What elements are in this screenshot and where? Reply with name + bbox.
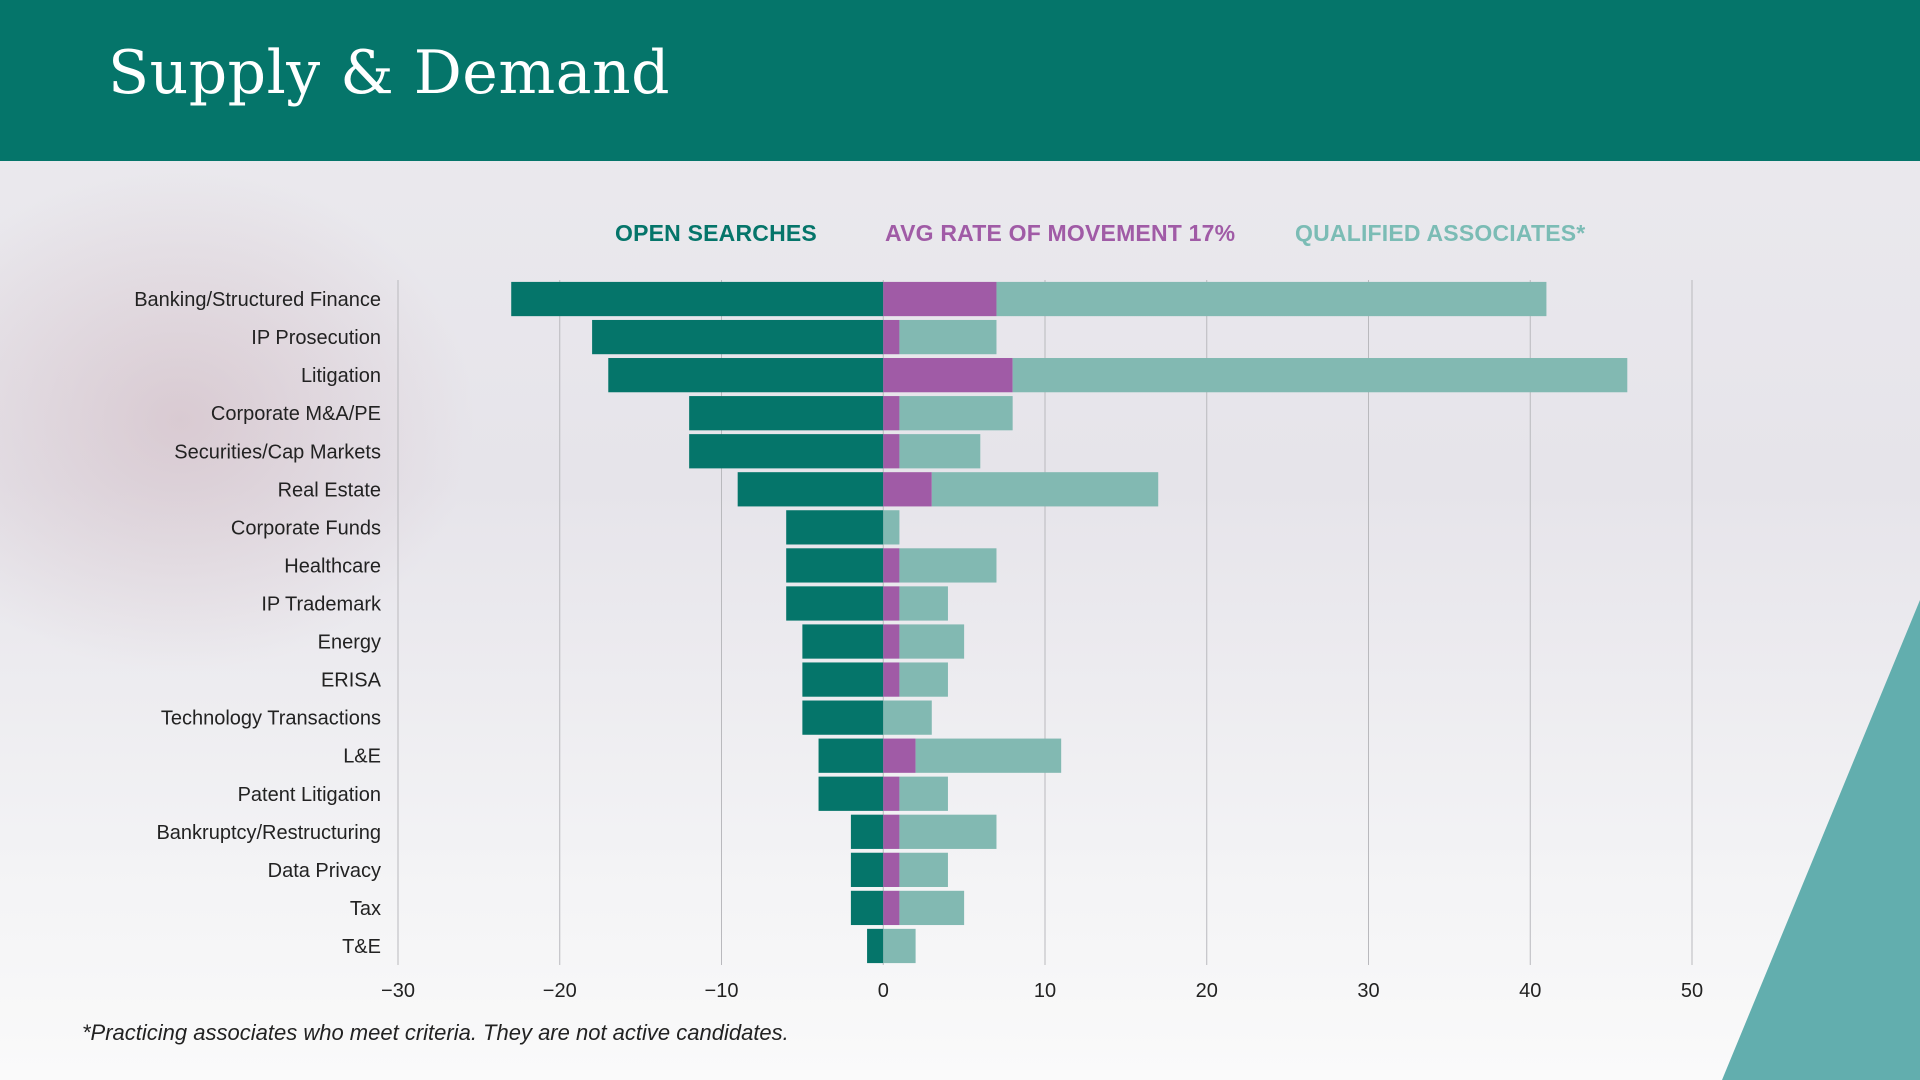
bar-qualified-associates (899, 319, 997, 355)
bar-qualified-associates (899, 434, 981, 469)
bar-qualified-associates (899, 890, 965, 926)
x-tick-label: 20 (1196, 980, 1218, 1002)
bar-avg-movement (883, 396, 900, 431)
category-label: Corporate M&A/PE (211, 403, 381, 425)
bar-open-searches (689, 434, 884, 469)
bar-qualified-associates (931, 472, 1159, 507)
bar-open-searches (786, 510, 884, 545)
x-tick-label: −30 (381, 980, 415, 1002)
category-label: IP Prosecution (251, 327, 381, 349)
x-tick-label: 50 (1681, 980, 1703, 1002)
category-label: Tax (350, 898, 381, 920)
legend-qualified-associates: QUALIFIED ASSOCIATES* (1295, 220, 1586, 246)
category-label: Energy (318, 632, 381, 654)
header-band: Supply & Demand (0, 0, 1920, 161)
bar-open-searches (850, 890, 884, 926)
bar-avg-movement (883, 662, 900, 697)
category-label: Real Estate (278, 479, 381, 501)
category-label: Corporate Funds (231, 517, 381, 539)
bar-avg-movement (883, 776, 900, 811)
category-label: Bankruptcy/Restructuring (156, 822, 381, 844)
page-title: Supply & Demand (108, 38, 671, 108)
bar-avg-movement (883, 814, 900, 849)
legend-open-searches: OPEN SEARCHES (615, 220, 817, 246)
bar-open-searches (867, 928, 884, 964)
bar-qualified-associates (883, 700, 932, 735)
category-label: L&E (343, 746, 381, 768)
x-tick-label: 40 (1519, 980, 1541, 1002)
bar-open-searches (802, 624, 884, 659)
bar-avg-movement (883, 852, 900, 887)
bar-qualified-associates (899, 624, 965, 659)
bar-avg-movement (883, 358, 1013, 393)
bar-open-searches (737, 472, 884, 507)
category-label: Patent Litigation (238, 784, 381, 806)
bar-qualified-associates (996, 281, 1547, 317)
bar-avg-movement (883, 472, 932, 507)
category-label: ERISA (321, 670, 382, 692)
bar-qualified-associates (883, 928, 916, 964)
bar-qualified-associates (899, 548, 997, 583)
x-tick-label: 10 (1034, 980, 1056, 1002)
bar-avg-movement (883, 586, 900, 621)
category-label: Technology Transactions (161, 708, 381, 730)
x-tick-label: 30 (1357, 980, 1379, 1002)
footnote: *Practicing associates who meet criteria… (82, 1020, 789, 1045)
bar-qualified-associates (915, 738, 1062, 773)
category-label: Banking/Structured Finance (134, 289, 381, 311)
bar-qualified-associates (1012, 358, 1628, 393)
bar-open-searches (802, 662, 884, 697)
bar-qualified-associates (899, 586, 948, 621)
bar-open-searches (608, 358, 884, 393)
category-label: Data Privacy (268, 860, 381, 882)
bar-avg-movement (883, 624, 900, 659)
bar-qualified-associates (899, 776, 948, 811)
bar-open-searches (818, 738, 884, 773)
bar-open-searches (850, 852, 884, 887)
category-label: Securities/Cap Markets (174, 441, 381, 463)
bar-open-searches (818, 776, 884, 811)
bar-avg-movement (883, 281, 997, 317)
bar-qualified-associates (883, 510, 900, 545)
bar-qualified-associates (899, 852, 948, 887)
bar-open-searches (592, 319, 884, 355)
bar-avg-movement (883, 738, 916, 773)
bar-open-searches (850, 814, 884, 849)
bar-avg-movement (883, 434, 900, 469)
bar-open-searches (786, 548, 884, 583)
bar-qualified-associates (899, 396, 1013, 431)
bar-avg-movement (883, 890, 900, 926)
x-tick-label: −20 (543, 980, 577, 1002)
bar-open-searches (689, 396, 884, 431)
bar-avg-movement (883, 548, 900, 583)
bar-avg-movement (883, 319, 900, 355)
x-tick-label: −10 (705, 980, 739, 1002)
x-tick-label: 0 (878, 980, 889, 1002)
bar-qualified-associates (899, 814, 997, 849)
bar-open-searches (511, 281, 884, 317)
bar-open-searches (802, 700, 884, 735)
category-label: Litigation (301, 365, 381, 387)
category-label: Healthcare (284, 555, 381, 577)
category-label: T&E (342, 936, 381, 958)
bar-qualified-associates (899, 662, 948, 697)
bar-open-searches (786, 586, 884, 621)
category-label: IP Trademark (261, 593, 382, 615)
legend-avg-rate-of-movement: AVG RATE OF MOVEMENT 17% (885, 220, 1236, 246)
